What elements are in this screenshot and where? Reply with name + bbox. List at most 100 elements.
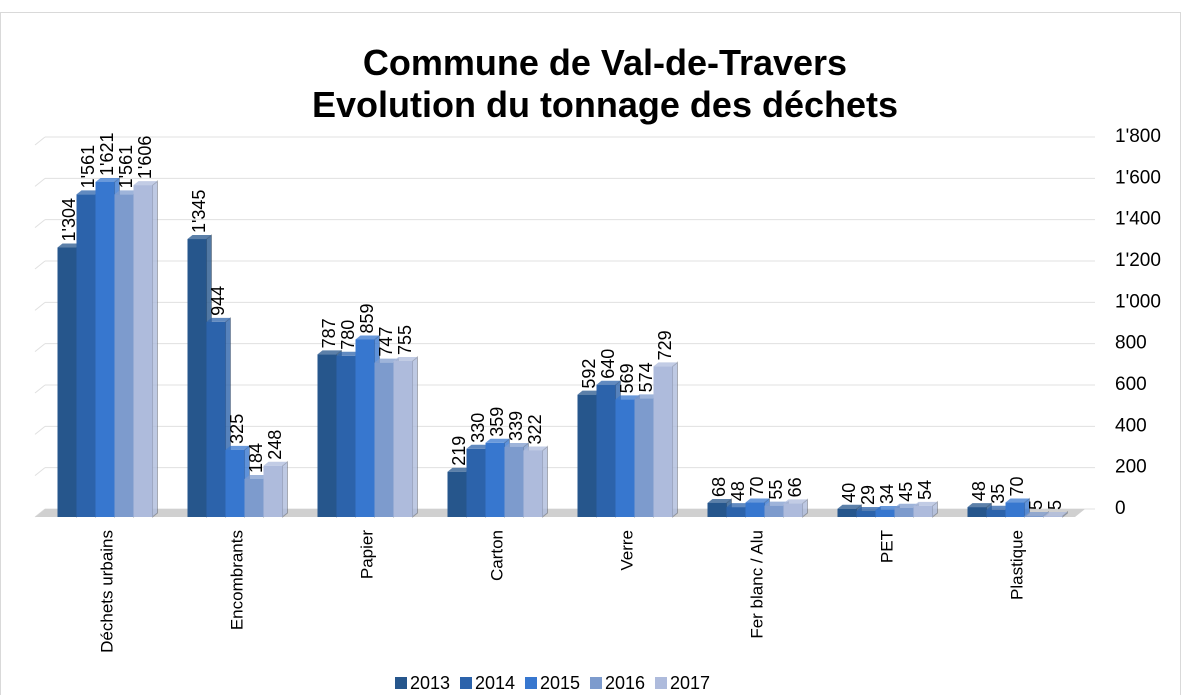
value-label: 780 — [338, 320, 358, 350]
bar — [485, 442, 505, 517]
legend-swatch — [460, 677, 472, 689]
grid-line — [34, 467, 46, 477]
bar-top — [504, 442, 529, 447]
floor — [35, 509, 1085, 517]
bar — [336, 355, 356, 517]
bar — [783, 503, 803, 517]
value-label: 1'304 — [59, 198, 79, 241]
bar — [1024, 515, 1044, 517]
value-label: 592 — [579, 359, 599, 389]
bar-top — [133, 181, 158, 186]
legend-swatch — [395, 677, 407, 689]
bar — [393, 360, 413, 517]
bar-top — [244, 474, 269, 479]
bar-side — [152, 180, 158, 519]
y-tick-label: 600 — [1115, 374, 1147, 395]
x-tick-label: Verre — [617, 530, 636, 571]
bar-side — [282, 460, 288, 519]
grid-line — [34, 136, 46, 146]
value-label: 1'561 — [78, 145, 98, 188]
bar-top — [783, 499, 808, 504]
bar-top — [374, 358, 399, 363]
bar — [615, 399, 635, 517]
bar-top — [875, 505, 900, 510]
bar — [986, 509, 1006, 517]
bar — [596, 384, 616, 517]
y-tick-label: 1'400 — [1115, 209, 1161, 230]
bar — [133, 185, 153, 518]
bar — [57, 247, 77, 518]
value-label: 569 — [617, 363, 637, 393]
legend-swatch — [525, 677, 537, 689]
grid-line — [34, 301, 46, 311]
value-label: 322 — [525, 414, 545, 444]
x-tick-label: Carton — [487, 530, 506, 581]
bar-top — [986, 505, 1011, 510]
y-tick-label: 1'600 — [1115, 167, 1161, 188]
chart-title: Commune de Val-de-Travers — [363, 42, 847, 83]
bar-top — [726, 503, 751, 508]
value-label: 48 — [728, 481, 748, 501]
value-label: 55 — [766, 480, 786, 500]
legend-label: 2014 — [475, 673, 515, 693]
bar — [244, 478, 264, 517]
x-tick-label: Encombrants — [227, 530, 246, 630]
bar — [577, 394, 597, 517]
value-label: 54 — [915, 480, 935, 500]
bar — [374, 362, 394, 517]
bar-top — [187, 235, 212, 240]
value-label: 68 — [709, 477, 729, 497]
value-label: 70 — [1007, 477, 1027, 497]
value-label: 755 — [395, 325, 415, 355]
bar-top — [1005, 498, 1030, 503]
bar — [317, 354, 337, 517]
bar-top — [764, 501, 789, 506]
bar-top — [336, 351, 361, 356]
value-label: 359 — [487, 407, 507, 437]
bar-top — [1043, 511, 1068, 516]
value-label: 640 — [598, 349, 618, 379]
value-label: 1'345 — [189, 190, 209, 233]
bar — [634, 398, 654, 517]
value-label: 29 — [858, 485, 878, 505]
x-tick-label: Papier — [357, 530, 376, 579]
x-tick-label: PET — [877, 530, 896, 563]
bar — [1043, 515, 1063, 517]
bar — [707, 502, 727, 517]
bar-top — [1024, 511, 1049, 516]
bar-top — [913, 501, 938, 506]
bar-top — [707, 498, 732, 503]
bar — [837, 508, 857, 517]
value-label: 248 — [265, 430, 285, 460]
chart-subtitle: Evolution du tonnage des déchets — [312, 84, 898, 125]
bar-top — [856, 507, 881, 512]
bar-top — [634, 394, 659, 399]
y-tick-label: 1'000 — [1115, 291, 1161, 312]
y-tick-label: 0 — [1115, 498, 1126, 519]
bar-top — [447, 467, 472, 472]
bar — [745, 502, 765, 517]
bar — [523, 450, 543, 517]
value-label: 70 — [747, 477, 767, 497]
bar-top — [317, 350, 342, 355]
bar — [1005, 502, 1025, 517]
bar-top — [596, 380, 621, 385]
bar-top — [355, 335, 380, 340]
y-tick-label: 400 — [1115, 415, 1147, 436]
legend-swatch — [590, 677, 602, 689]
legend-label: 2016 — [605, 673, 645, 693]
bar-side — [412, 355, 418, 519]
bar — [187, 239, 207, 518]
y-tick-label: 1'200 — [1115, 250, 1161, 271]
value-label: 45 — [896, 482, 916, 502]
bar — [447, 471, 467, 517]
value-label: 48 — [969, 481, 989, 501]
bar — [95, 181, 115, 517]
bar — [263, 465, 283, 517]
value-label: 40 — [839, 483, 859, 503]
bar-top — [206, 317, 231, 322]
bar — [504, 446, 524, 517]
bar-top — [894, 503, 919, 508]
y-tick-label: 200 — [1115, 457, 1147, 478]
